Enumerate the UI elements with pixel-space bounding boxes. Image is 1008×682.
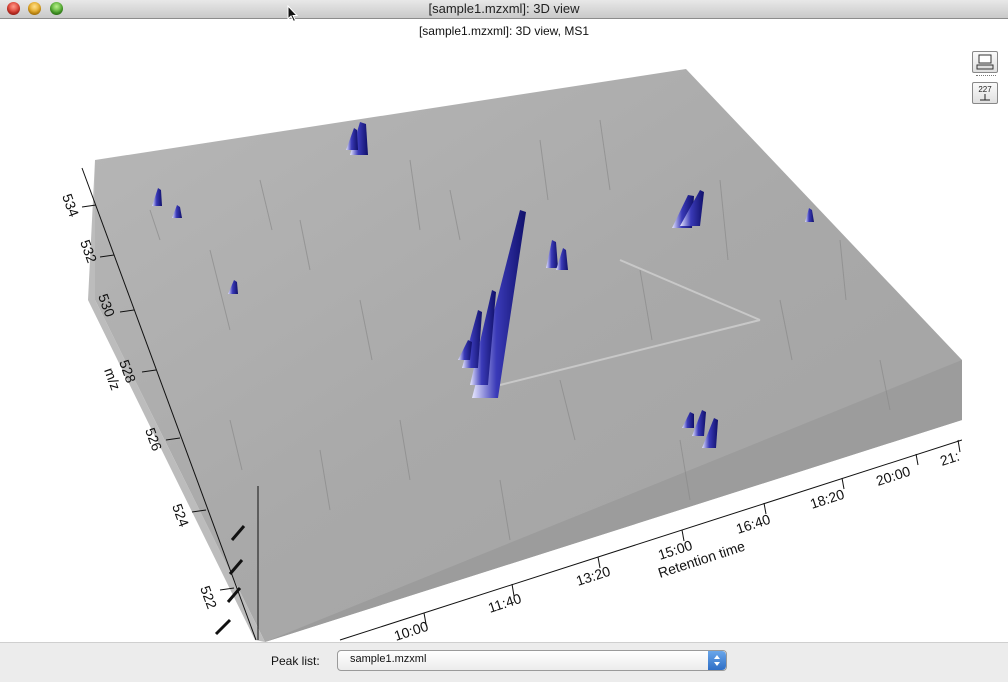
mz-tick-label: 534: [59, 192, 82, 220]
mz-axis-label: m/z: [101, 366, 124, 393]
retention-tick-label: 11:40: [486, 590, 523, 616]
peak: [692, 410, 706, 436]
window-title: [sample1.mzxml]: 3D view: [428, 1, 580, 16]
zoom-window-button[interactable]: [50, 2, 63, 15]
toggle-view-button[interactable]: [972, 51, 998, 73]
surface-front-shade: [265, 360, 962, 642]
mouse-cursor-icon: [287, 5, 299, 23]
close-window-button[interactable]: [7, 2, 20, 15]
toolbar-separator: [976, 75, 996, 76]
axis-labels-button[interactable]: 227: [972, 82, 998, 104]
chart-title: [sample1.mzxml]: 3D view, MS1: [418, 24, 590, 38]
3d-view-chart[interactable]: 534 532 530 528 526 524 522 m/z 10:00 11…: [0, 40, 962, 642]
peak: [680, 190, 704, 226]
retention-tick-label: 21:: [938, 448, 961, 469]
mz-tick-label: 528: [116, 358, 139, 386]
peak: [346, 128, 358, 150]
surface-texture: [149, 119, 891, 541]
minimize-window-button[interactable]: [28, 2, 41, 15]
axis-label-icon: 227: [978, 85, 992, 101]
peaks: [152, 122, 814, 448]
peak: [682, 412, 694, 428]
retention-tick-label: 13:20: [574, 563, 612, 589]
mz-tick-label: 524: [169, 502, 192, 530]
peak: [556, 248, 568, 270]
peak: [458, 340, 472, 360]
peak-list-selected-value: sample1.mzxml: [350, 653, 427, 665]
intensity-surface: [95, 69, 962, 642]
up-down-arrows-icon: [714, 655, 720, 666]
peak: [172, 205, 182, 218]
peak-list-select[interactable]: sample1.mzxml: [337, 650, 727, 671]
peak: [228, 280, 238, 294]
retention-time-ticks: [423, 439, 961, 625]
mz-axis-ticks: [81, 204, 235, 591]
mz-tick-label: 530: [95, 292, 118, 320]
computer-icon: [976, 54, 994, 70]
mz-tick-label: 526: [142, 426, 165, 454]
bottom-panel: Peak list: sample1.mzxml: [0, 642, 1008, 682]
window-titlebar: [sample1.mzxml]: 3D view: [0, 0, 1008, 19]
peak-list-label: Peak list:: [271, 654, 320, 668]
peak: [546, 240, 558, 268]
peak: [152, 188, 162, 206]
mz-axis-line: [81, 167, 257, 641]
retention-tick-label: 16:40: [734, 511, 772, 537]
retention-time-axis-line: [339, 439, 962, 641]
mz-tick-label: 522: [197, 584, 220, 612]
surface-ridge: [499, 259, 761, 386]
peak: [805, 208, 814, 222]
mz-tick-label: 532: [77, 238, 100, 266]
axis-label-icon-text: 227: [978, 85, 992, 94]
intensity-axis-glyphs: [214, 525, 246, 636]
peak-list-dropdown-button[interactable]: [708, 651, 726, 670]
retention-tick-label: 18:20: [808, 486, 846, 512]
peak: [702, 418, 718, 448]
